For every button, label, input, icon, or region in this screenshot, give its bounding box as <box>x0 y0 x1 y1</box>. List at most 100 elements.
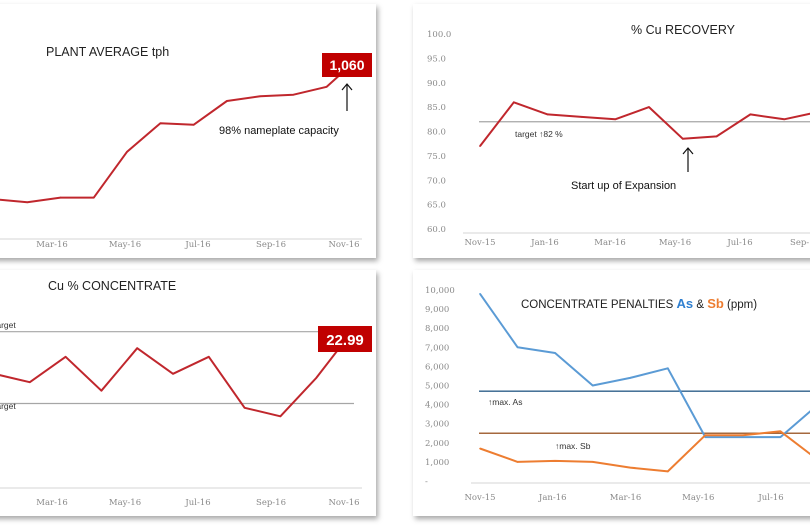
cu-concentrate-panel: Cu % CONCENTRATE Mar-16 May-16 Jul-16 Sep-1… <box>0 270 376 516</box>
y-tick-label: 85.0 <box>427 103 446 113</box>
as-series-point <box>667 367 669 370</box>
x-tick-label: Sep-16 <box>256 240 286 250</box>
title-as: As <box>677 296 694 311</box>
chart-title: CONCENTRATE PENALTIES As & Sb (ppm) <box>521 296 757 311</box>
recovery-line <box>479 101 810 147</box>
sb-series-point <box>479 447 481 450</box>
x-tick-label: Nov-15 <box>464 238 495 248</box>
title-part: & <box>693 299 707 311</box>
concentrate-penalties-chart: CONCENTRATE PENALTIES As & Sb (ppm) 10,0… <box>425 286 810 503</box>
recovery-point <box>783 118 785 121</box>
value-badge <box>322 53 372 77</box>
y-tick-label: 9,000 <box>425 305 449 315</box>
expansion-annotation: Start up of Expansion <box>571 180 676 192</box>
nameplate-annotation: 98% nameplate capacity <box>219 125 339 137</box>
chart-title: PLANT AVERAGE tph <box>46 45 169 59</box>
tph-point <box>292 93 295 96</box>
y-tick-label: 6,000 <box>425 362 449 372</box>
tph-point <box>192 124 195 126</box>
concentrate-point <box>208 356 210 358</box>
recovery-point <box>749 113 752 116</box>
concentrate-point <box>172 373 174 375</box>
y-tick-label: 95.0 <box>427 54 446 64</box>
y-tick-label: 7,000 <box>425 343 449 353</box>
y-tick-label: 5,000 <box>425 382 449 392</box>
concentrate-point <box>100 389 103 392</box>
value-badge <box>318 326 372 352</box>
recovery-point <box>614 118 616 121</box>
as-series-point <box>629 377 631 379</box>
concentrate-point <box>243 407 246 409</box>
x-tick-label: Nov-16 <box>328 240 359 250</box>
as-series-point <box>516 346 519 349</box>
title-part: CONCENTRATE PENALTIES <box>521 299 677 311</box>
concentrate-point <box>29 381 31 383</box>
x-tick-label: May-16 <box>659 238 691 248</box>
value-badge-text: 22.99 <box>326 332 364 349</box>
max-sb-label: ↑max. Sb <box>555 441 591 451</box>
concentrate-point <box>136 347 138 349</box>
y-tick-label: 100.0 <box>427 30 451 40</box>
x-tick-label: Sep-16 <box>256 498 286 508</box>
x-tick-label: Jul-16 <box>726 238 752 248</box>
sb-series-point <box>554 460 556 462</box>
value-badge-text: 1,060 <box>329 57 364 73</box>
cu-recovery-panel: % Cu RECOVERY 100.0 95.0 90.0 85.0 80.0 75.0 7… <box>413 4 810 258</box>
x-tick-label: Sep-16 <box>790 238 810 248</box>
chart-title: Cu % CONCENTRATE <box>48 279 176 293</box>
as-series-point <box>742 436 744 438</box>
lower-target-label: target <box>0 401 16 411</box>
sb-series-point <box>516 461 519 463</box>
sb-series-point <box>704 434 707 436</box>
tph-point <box>26 201 29 204</box>
y-tick-label: 90.0 <box>427 79 446 89</box>
as-series-point <box>554 352 556 354</box>
cu-recovery-chart: % Cu RECOVERY 100.0 95.0 90.0 85.0 80.0 75.0 7… <box>427 23 810 248</box>
recovery-point <box>682 138 684 140</box>
y-tick-label: 10,000 <box>425 286 455 296</box>
chart-title: % Cu RECOVERY <box>631 23 736 37</box>
concentrate-point <box>315 377 318 379</box>
upper-target-label: target <box>0 320 16 330</box>
concentrate-point <box>64 356 67 358</box>
concentrate-penalties-panel: CONCENTRATE PENALTIES As & Sb (ppm) 10,0… <box>413 270 810 516</box>
y-tick-label: 2,000 <box>425 439 449 449</box>
up-arrow-icon <box>682 147 694 172</box>
concentrate-point <box>279 415 282 418</box>
max-as-label: ↑max. As <box>488 397 522 407</box>
as-series-point <box>779 436 782 438</box>
sb-series-line <box>479 430 810 473</box>
title-part: (ppm) <box>724 299 757 311</box>
tph-point <box>93 196 95 199</box>
tph-point <box>59 196 62 199</box>
recovery-point <box>479 145 481 147</box>
x-tick-label: Mar-16 <box>594 238 626 248</box>
x-tick-label: Mar-16 <box>36 240 68 250</box>
x-tick-label: Nov-16 <box>328 498 359 508</box>
target-label: target ↑82 % <box>515 129 563 139</box>
as-series-line <box>479 293 810 439</box>
x-tick-label: Mar-16 <box>36 498 68 508</box>
x-tick-label: May-16 <box>109 240 141 250</box>
recovery-point <box>715 135 718 138</box>
x-tick-label: Jan-16 <box>538 493 567 503</box>
y-tick-label: 3,000 <box>425 420 449 430</box>
up-arrow-icon <box>341 83 353 111</box>
tph-line <box>0 55 361 204</box>
sb-series-point <box>742 434 744 436</box>
x-tick-label: Jul-16 <box>184 498 210 508</box>
as-series-point <box>591 384 594 387</box>
y-tick-label: 4,000 <box>425 401 449 411</box>
sb-series-point <box>779 430 782 433</box>
x-tick-label: Nov-15 <box>464 493 495 503</box>
y-tick-label: 75.0 <box>427 152 446 162</box>
x-tick-label: Jul-16 <box>757 493 783 503</box>
tph-point <box>325 86 328 88</box>
plant-average-tph-panel: PLANT AVERAGE tph Mar-16 May-16 Jul-16 Sep-… <box>0 4 376 258</box>
recovery-point <box>648 106 650 108</box>
as-series-point <box>479 293 481 295</box>
y-tick-label: - <box>425 477 428 487</box>
sb-series-point <box>629 466 631 469</box>
recovery-point <box>546 113 549 116</box>
tph-point <box>159 122 162 124</box>
